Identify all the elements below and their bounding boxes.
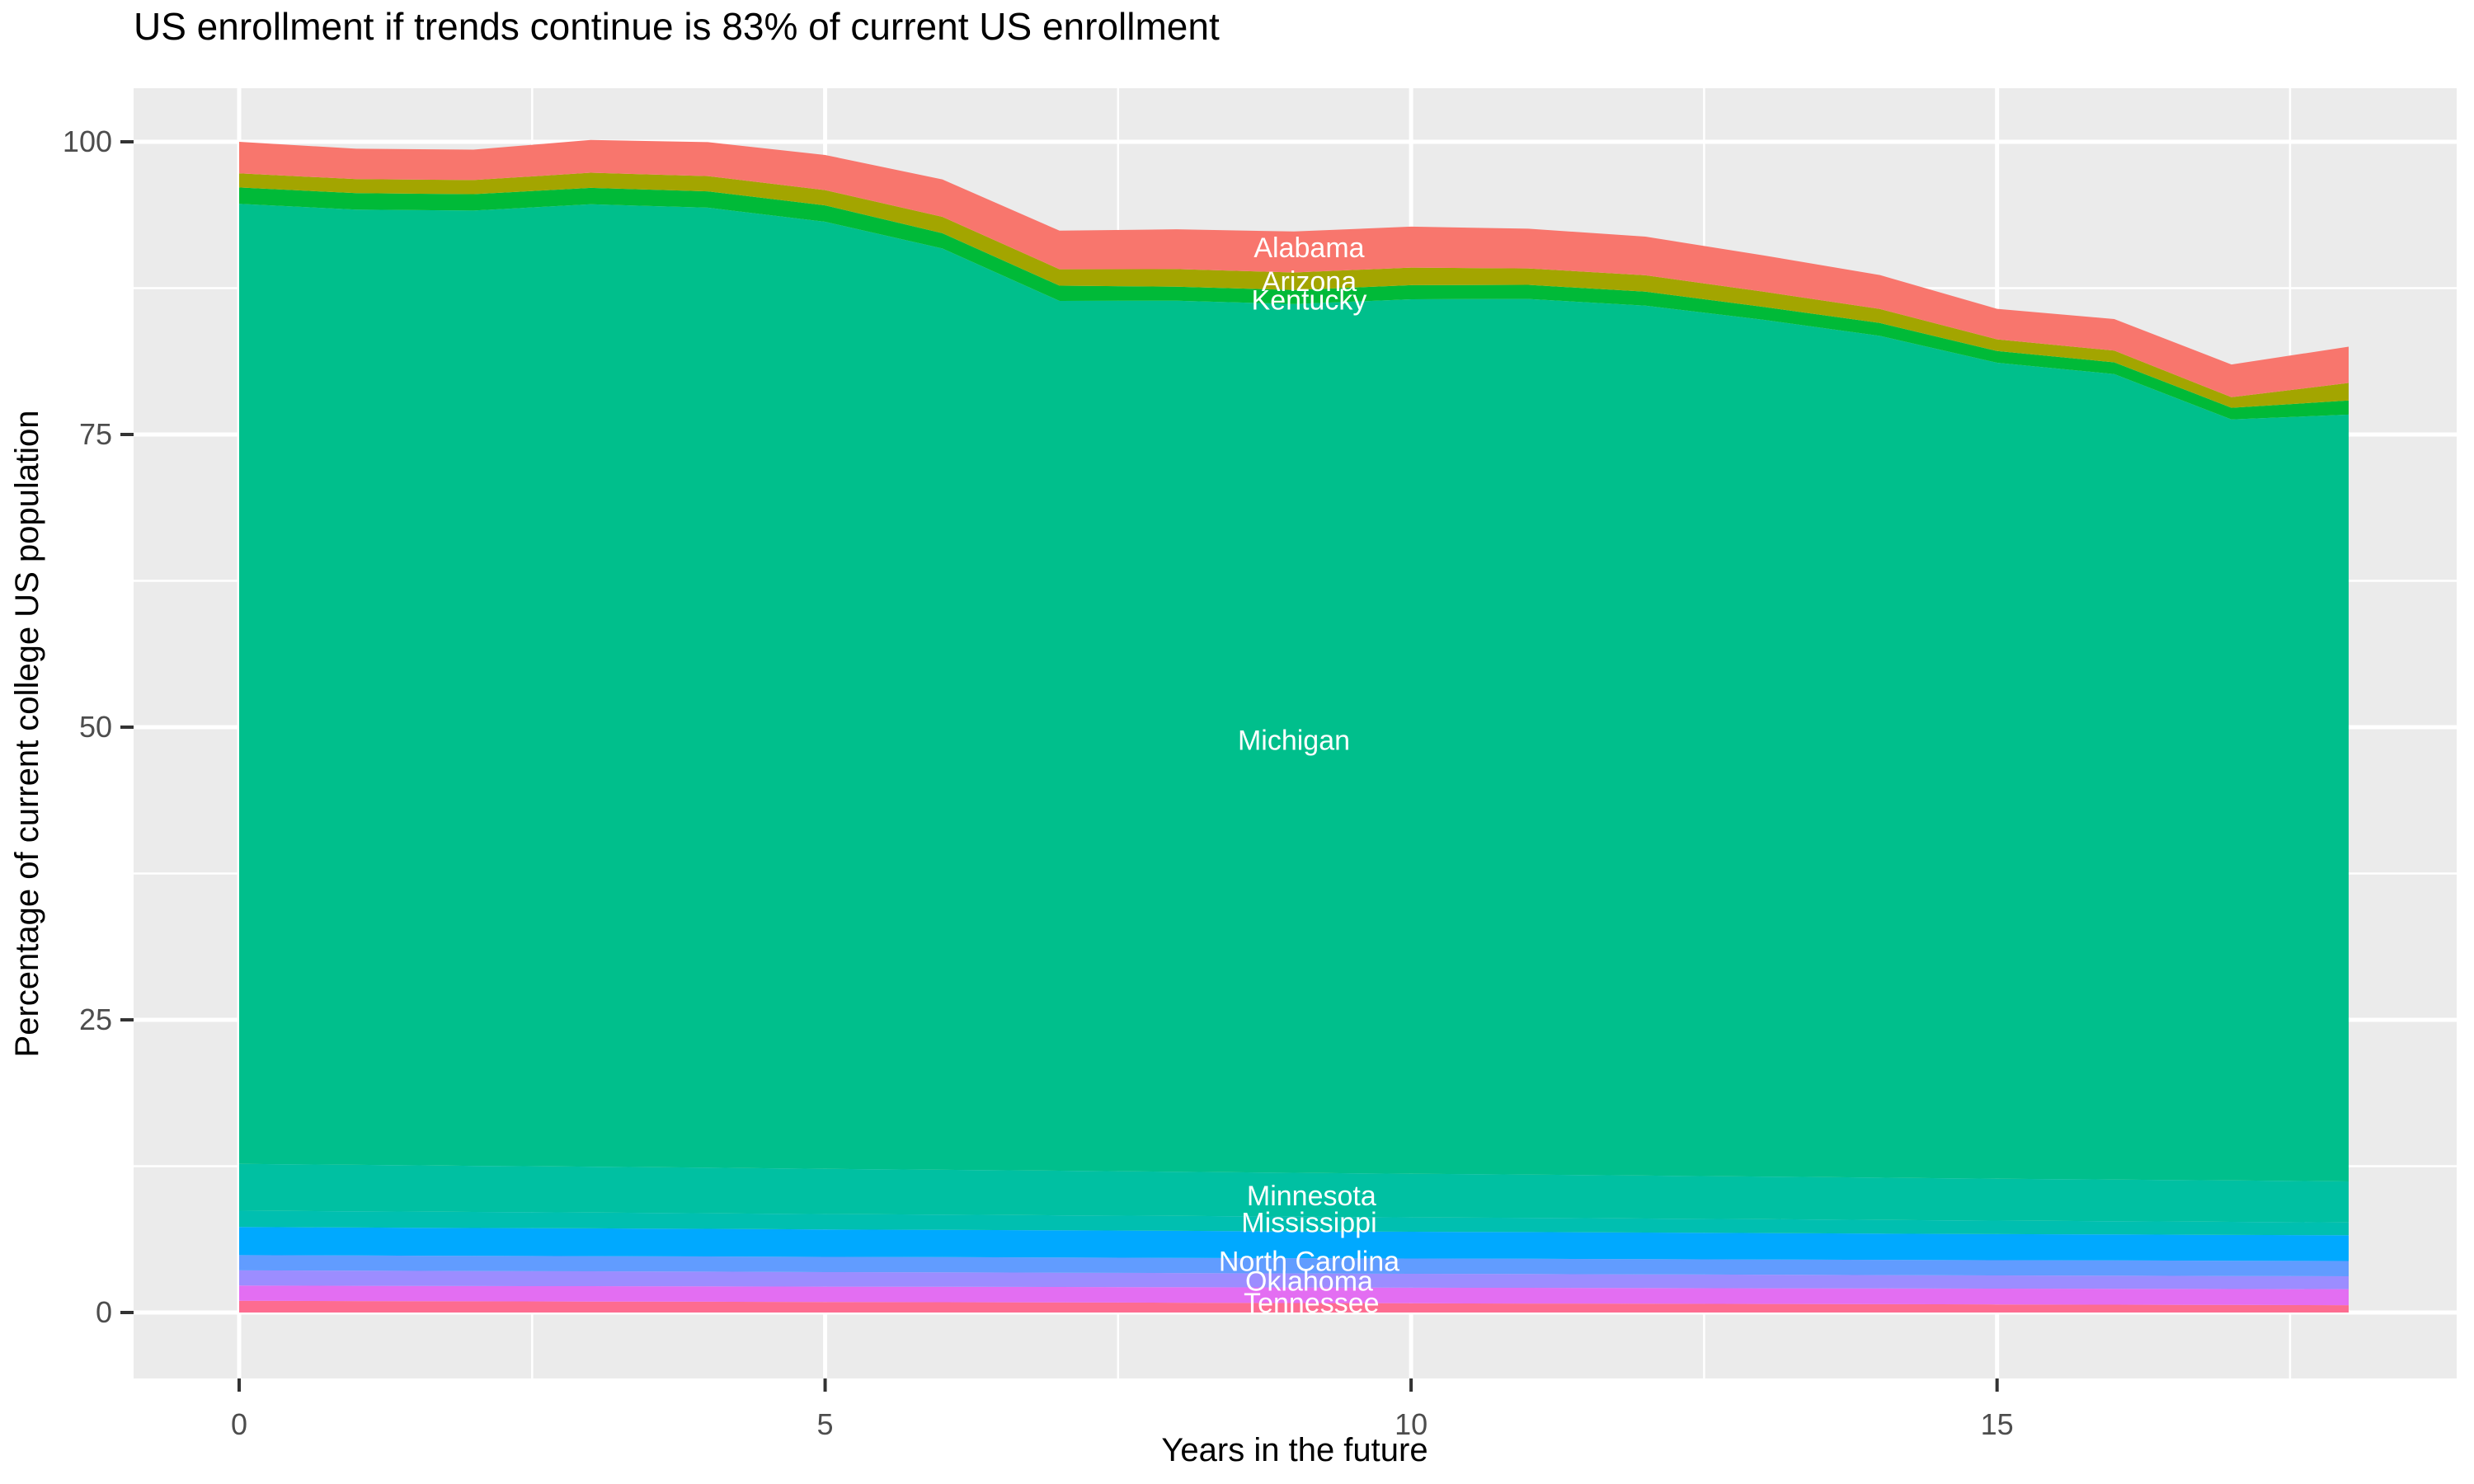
area-label-minnesota: Minnesota — [1247, 1181, 1376, 1212]
area-band-band-11 — [239, 1300, 2349, 1313]
chart-title: US enrollment if trends continue is 83% … — [134, 5, 1220, 48]
area-label-arizona: Arizona — [1262, 266, 1357, 298]
area-band-minnesota — [239, 1163, 2349, 1223]
area-band-oklahoma — [239, 1270, 2349, 1289]
x-tick-label-10: 10 — [1395, 1407, 1427, 1441]
area-label-north-carolina: North Carolina — [1219, 1247, 1399, 1278]
y-tick-label-0: 0 — [96, 1295, 112, 1329]
x-tick-label-0: 0 — [231, 1407, 247, 1441]
x-tick-label-5: 5 — [817, 1407, 834, 1441]
y-tick-label-75: 75 — [79, 417, 112, 451]
axis-tick-labels: 0 5 10 15 0 25 50 75 100 — [63, 124, 2014, 1441]
area-band-band-07 — [239, 1227, 2349, 1261]
area-band-michigan — [239, 204, 2349, 1181]
area-label-alabama: Alabama — [1253, 232, 1364, 264]
area-label-kentucky: Kentucky — [1252, 285, 1367, 317]
area-band-alabama — [239, 139, 2349, 397]
area-band-tennessee — [239, 1285, 2349, 1306]
area-band-kentucky — [239, 187, 2349, 420]
x-tick-label-15: 15 — [1981, 1407, 2014, 1441]
area-label-tennessee: Tennessee — [1244, 1288, 1379, 1319]
x-axis-title: Years in the future — [1161, 1432, 1427, 1468]
y-tick-label-25: 25 — [79, 1003, 112, 1036]
y-tick-label-50: 50 — [79, 710, 112, 744]
area-label-mississippi: Mississippi — [1241, 1208, 1376, 1239]
axis-tick-marks — [120, 140, 1999, 1392]
area-label-oklahoma: Oklahoma — [1245, 1266, 1373, 1298]
y-axis-title: Percentage of current college US populat… — [9, 411, 45, 1058]
area-label-michigan: Michigan — [1238, 726, 1350, 757]
y-tick-label-100: 100 — [63, 124, 112, 158]
area-band-north-carolina — [239, 1255, 2349, 1276]
area-band-mississippi — [239, 1210, 2349, 1236]
stacked-area-series — [239, 139, 2349, 1313]
